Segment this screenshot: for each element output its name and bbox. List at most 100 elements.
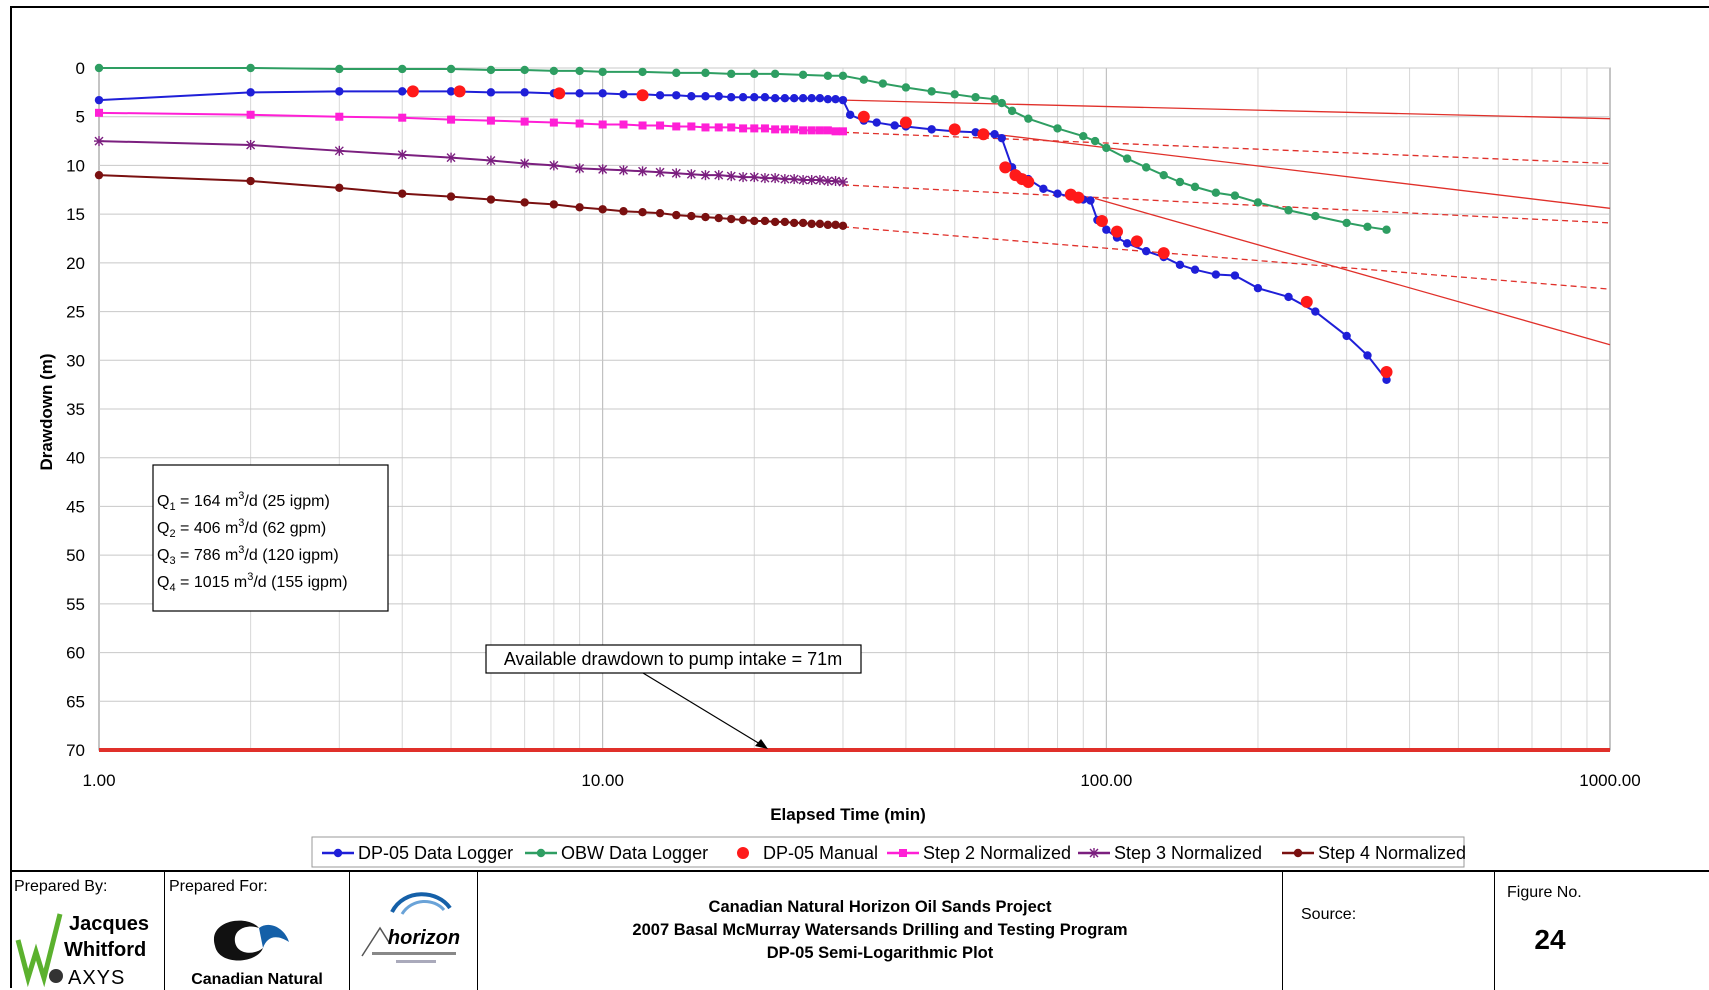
data-point: [1142, 246, 1151, 256]
data-point: [831, 220, 840, 230]
series-step-3-normalized: [94, 136, 848, 187]
data-point: [1079, 132, 1088, 141]
data-point: [838, 221, 848, 231]
logo-jw-line1: Jacques: [69, 913, 149, 935]
legend-item-dp-05-manual: DP-05 Manual: [737, 843, 878, 863]
data-point: [638, 67, 647, 77]
data-point: [815, 126, 824, 135]
data-point: [575, 119, 584, 128]
data-point: [838, 71, 848, 80]
data-point: [687, 211, 696, 221]
y-tick-label: 15: [66, 205, 85, 224]
data-point: [1175, 177, 1185, 187]
x-tick-label: 100.00: [1080, 771, 1132, 790]
data-point: [446, 87, 456, 96]
x-tick-labels: 1.00 10.00 100.00 1000.00: [82, 771, 1640, 790]
trend-lines: [99, 99, 1611, 752]
logo-jw-line2: Whitford: [64, 939, 146, 961]
data-point: [831, 94, 840, 104]
data-point: [927, 87, 936, 96]
data-point: [397, 149, 408, 160]
data-point: [549, 118, 558, 127]
data-point: [901, 83, 911, 92]
data-point: [597, 164, 608, 175]
data-point: [1284, 292, 1293, 302]
data-point: [750, 69, 759, 79]
data-point: [246, 176, 255, 186]
data-point: [1053, 189, 1062, 198]
data-point: [446, 152, 457, 163]
figure-number: 24: [1534, 924, 1566, 955]
data-point: [246, 110, 255, 119]
data-point: [246, 88, 255, 97]
annotation-box: [485, 644, 862, 674]
data-point: [574, 163, 585, 174]
data-point: [878, 79, 888, 88]
data-point: [575, 89, 584, 98]
data-point: [638, 121, 647, 130]
prepared-for-cell: Prepared For: Canadian Natural: [165, 872, 350, 990]
data-point: [770, 69, 780, 79]
y-tick-label: 70: [66, 741, 85, 760]
data-point: [1230, 191, 1240, 200]
data-point: [1072, 191, 1085, 204]
canadian-natural-logo: Canadian Natural: [191, 920, 323, 986]
trend-line: [994, 133, 1611, 209]
data-point: [1122, 154, 1132, 163]
data-point: [830, 176, 841, 187]
data-point: [1382, 375, 1391, 384]
data-point: [990, 130, 999, 139]
data-point: [486, 195, 496, 204]
data-point: [1380, 365, 1393, 378]
data-point: [549, 200, 559, 209]
data-point: [798, 175, 809, 186]
x-tick-label: 1000.00: [1579, 771, 1640, 790]
data-point: [1293, 848, 1303, 858]
data-point: [990, 94, 999, 104]
data-point: [655, 208, 665, 218]
data-point: [549, 66, 559, 76]
data-point: [335, 183, 344, 193]
data-point: [638, 207, 647, 217]
legend-item-step-4-normalized: Step 4 Normalized: [1282, 843, 1466, 863]
annotation-arrowhead: [755, 739, 768, 749]
data-point: [727, 214, 736, 224]
flow-rate-line: Q2 = 406 m3/d (62 gpm): [157, 517, 326, 540]
data-point: [798, 218, 808, 228]
data-point: [823, 71, 833, 80]
data-point: [398, 189, 407, 198]
source-cell: Source:: [1283, 872, 1495, 990]
y-axis-title: Drawdown (m): [37, 353, 56, 470]
data-point: [857, 110, 870, 123]
data-point: [335, 64, 344, 74]
data-point: [701, 92, 710, 101]
data-point: [598, 89, 607, 98]
series-group: [94, 63, 1393, 384]
data-point: [398, 87, 407, 96]
data-point: [714, 123, 723, 132]
data-point: [1095, 214, 1108, 227]
data-point: [1007, 106, 1017, 116]
data-point: [727, 123, 736, 132]
data-point: [486, 88, 496, 97]
legend-label: Step 4 Normalized: [1318, 843, 1466, 863]
data-point: [446, 192, 456, 201]
data-point: [760, 124, 769, 133]
data-point: [245, 139, 256, 150]
data-point: [823, 126, 832, 135]
flow-rate-box: Q1 = 164 m3/d (25 igpm) Q2 = 406 m3/d (62…: [152, 464, 389, 612]
data-point: [1342, 331, 1351, 341]
data-point: [948, 123, 961, 136]
figure-cell: Figure No. 24: [1495, 872, 1709, 990]
data-point: [750, 124, 759, 133]
data-point: [1159, 170, 1168, 180]
data-point: [727, 69, 736, 79]
data-point: [977, 128, 990, 141]
data-point: [798, 70, 808, 80]
data-point: [789, 94, 799, 103]
data-point: [845, 110, 855, 119]
data-point: [1122, 239, 1132, 248]
data-point: [872, 118, 881, 127]
data-point: [807, 94, 816, 103]
data-point: [1102, 143, 1111, 153]
